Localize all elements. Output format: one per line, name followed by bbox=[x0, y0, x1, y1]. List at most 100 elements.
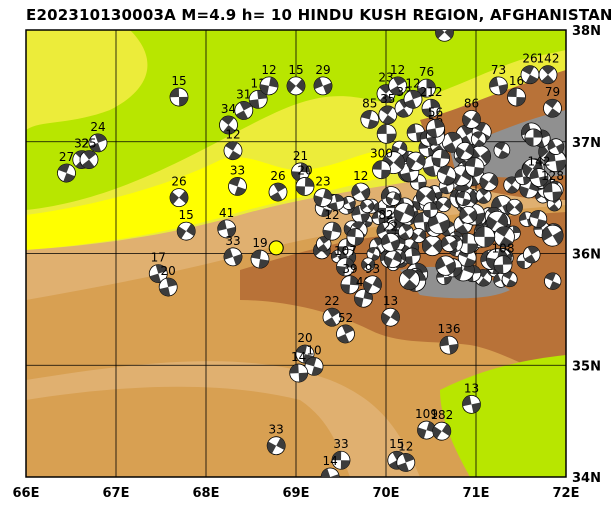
event-depth-label: 107 bbox=[334, 244, 357, 258]
focal-mechanism-icon bbox=[372, 160, 391, 180]
focal-mechanism-icon bbox=[439, 335, 459, 355]
focal-mechanism-icon bbox=[427, 212, 450, 235]
focal-mechanism-icon bbox=[88, 133, 108, 153]
focal-mechanism-icon bbox=[421, 235, 443, 257]
focal-mechanism-icon bbox=[388, 76, 408, 96]
focal-mechanism-icon bbox=[381, 307, 400, 327]
event-depth-label: 12 bbox=[324, 208, 339, 222]
focal-mechanism-icon bbox=[158, 277, 178, 297]
focal-mechanism-icon bbox=[493, 141, 511, 159]
event-depth-label: 14 bbox=[291, 350, 306, 364]
focal-mechanism-icon bbox=[259, 76, 279, 96]
focal-mechanism-icon bbox=[435, 255, 456, 276]
focal-mechanism-icon bbox=[529, 168, 549, 187]
focal-mechanism-icon bbox=[340, 275, 360, 295]
event-depth-label: 22 bbox=[324, 294, 339, 308]
longitude-tick: 72E bbox=[553, 486, 580, 501]
terrain-yellow-west bbox=[26, 30, 148, 130]
focal-mechanism-icon bbox=[223, 141, 243, 161]
terrain-orange-south bbox=[26, 386, 350, 477]
focal-mechanism-icon bbox=[422, 202, 439, 218]
focal-mechanism-icon bbox=[543, 98, 562, 118]
event-depth-label: 15 bbox=[179, 208, 194, 222]
event-depth-label: 52 bbox=[338, 311, 353, 325]
focal-mechanism-icon bbox=[396, 453, 416, 472]
focal-mechanism-icon bbox=[393, 202, 415, 224]
longitude-tick: 68E bbox=[193, 486, 220, 501]
event-depth-label: 12 bbox=[225, 128, 240, 142]
event-depth-label: 33 bbox=[230, 163, 245, 177]
focal-mechanism-icon bbox=[217, 219, 237, 239]
event-depth-label: 21 bbox=[293, 149, 308, 163]
focal-mechanism-icon bbox=[304, 356, 324, 376]
event-depth-label: 35 bbox=[380, 92, 395, 106]
latitude-tick: 35N bbox=[572, 359, 601, 374]
focal-mechanism-icon bbox=[79, 150, 99, 170]
focal-mechanism-icon bbox=[520, 65, 540, 85]
focal-mechanism-icon bbox=[489, 76, 508, 96]
event-depth-label: 73 bbox=[491, 63, 506, 77]
event-depth-label: 12 bbox=[390, 63, 405, 77]
focal-mechanism-icon bbox=[415, 186, 436, 206]
event-depth-label: 41 bbox=[219, 206, 234, 220]
focal-mechanism-icon bbox=[363, 275, 382, 295]
focal-mechanism-icon bbox=[322, 221, 342, 241]
focal-mechanism-icon bbox=[547, 138, 565, 155]
event-depth-label: 23 bbox=[315, 175, 330, 189]
focal-mechanism-icon bbox=[371, 211, 386, 225]
focal-mechanism-icon bbox=[336, 257, 355, 277]
focal-mechanism-icon bbox=[417, 420, 436, 440]
focal-mechanism-icon bbox=[286, 76, 306, 96]
latitude-tick-labels: 34N 35N 36N 37N 38N bbox=[572, 24, 601, 486]
latitude-tick: 36N bbox=[572, 248, 601, 263]
focal-mechanism-icon bbox=[346, 228, 365, 246]
event-depth-label: 20 bbox=[297, 331, 312, 345]
event-depth-label: 15 bbox=[389, 437, 404, 451]
event-depth-label: 12 bbox=[261, 63, 276, 77]
focal-mechanism-icon bbox=[486, 210, 508, 233]
focal-mechanism-icon bbox=[250, 249, 270, 269]
event-depth-label: 26 bbox=[171, 175, 186, 189]
focal-mechanism-icon bbox=[383, 250, 402, 268]
focal-mechanism-icon bbox=[360, 199, 375, 214]
focal-mechanism-icon bbox=[331, 450, 351, 470]
focal-mechanism-icon bbox=[376, 123, 397, 144]
event-depth-label: 109 bbox=[415, 407, 438, 421]
focal-mechanism-icon bbox=[406, 151, 426, 172]
focal-mechanism-icon bbox=[169, 188, 189, 208]
event-depth-label: 31 bbox=[236, 87, 251, 101]
focal-mechanism-icon bbox=[529, 210, 548, 228]
event-depth-label: 12 bbox=[398, 439, 413, 453]
focal-mechanism-icon bbox=[403, 247, 421, 265]
event-depth-label: 136 bbox=[438, 322, 461, 336]
event-depth-label: 182 bbox=[430, 408, 453, 422]
focal-mechanism-icon bbox=[176, 221, 196, 241]
event-depth-label: 39 bbox=[342, 262, 357, 276]
event-depth-label: 25 bbox=[81, 137, 96, 151]
event-depth-label: 33 bbox=[333, 437, 348, 451]
target-event-marker bbox=[268, 240, 284, 256]
terrain-south-lowland bbox=[440, 355, 566, 477]
event-depth-label: 86 bbox=[464, 96, 479, 110]
event-depth-label: 26 bbox=[522, 52, 537, 66]
focal-mechanism-icon bbox=[378, 105, 398, 125]
focal-mechanism-icon bbox=[464, 157, 485, 177]
event-depth-label: 128 bbox=[541, 169, 564, 183]
event-depth-label: 14 bbox=[323, 454, 338, 468]
focal-mechanism-icon bbox=[291, 162, 310, 182]
event-depth-label: 142 bbox=[528, 155, 551, 169]
event-depth-label: 212 bbox=[420, 85, 443, 99]
event-depth-label: 13 bbox=[464, 381, 479, 395]
event-depth-label: 19 bbox=[252, 236, 267, 250]
event-depth-label: 10 bbox=[306, 343, 321, 357]
focal-mechanism-icon bbox=[426, 118, 445, 138]
focal-mechanism-icon bbox=[421, 98, 441, 118]
focal-mechanism-icon bbox=[399, 269, 420, 290]
event-depth-label: 32 bbox=[74, 137, 89, 151]
focal-mechanism-icon bbox=[459, 206, 478, 224]
map-title: E202310130003A M=4.9 h= 10 HINDU KUSH RE… bbox=[26, 6, 611, 24]
focal-mechanism-icon bbox=[493, 255, 513, 275]
focal-mechanism-icon bbox=[366, 247, 381, 261]
focal-mechanism-icon bbox=[322, 307, 342, 327]
